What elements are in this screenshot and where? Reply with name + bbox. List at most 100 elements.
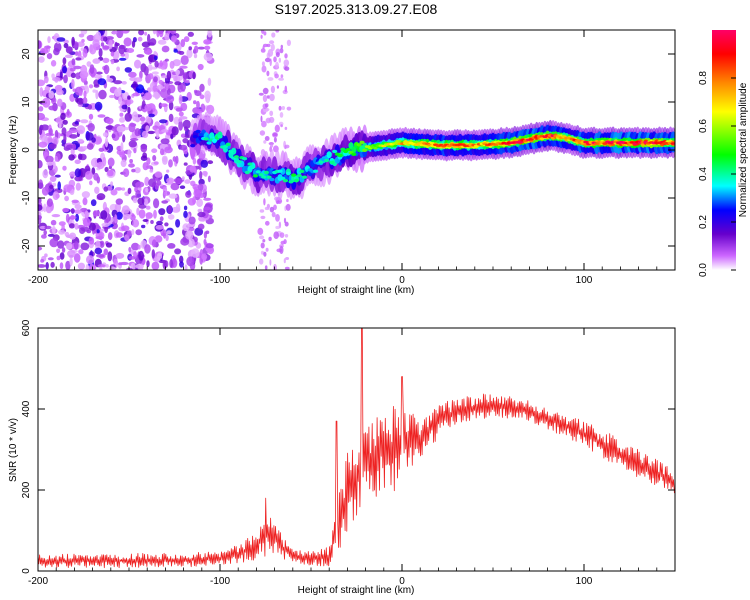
noise-blob: [185, 190, 192, 198]
noise-blob: [81, 38, 85, 43]
noise-blob: [152, 155, 157, 162]
noise-blob: [273, 56, 277, 63]
noise-blob: [62, 207, 69, 213]
noise-blob: [264, 206, 270, 211]
noise-blob: [141, 41, 151, 48]
noise-blob: [61, 127, 67, 135]
noise-blob: [123, 216, 128, 221]
noise-blob: [167, 214, 175, 220]
noise-blob: [170, 182, 180, 191]
noise-blob: [149, 66, 158, 70]
noise-blob: [119, 151, 126, 158]
noise-blob: [70, 208, 75, 213]
noise-blob: [171, 126, 179, 136]
noise-blob: [51, 73, 55, 79]
noise-blob: [150, 220, 154, 224]
noise-blob: [128, 71, 137, 78]
noise-blob: [286, 39, 291, 46]
noise-blob: [262, 239, 266, 243]
noise-blob: [91, 137, 96, 143]
noise-blob: [132, 37, 137, 43]
noise-blob: [59, 262, 64, 270]
noise-blob: [167, 87, 171, 96]
noise-blob: [194, 90, 202, 97]
noise-blob: [257, 227, 264, 235]
noise-blob: [197, 211, 206, 218]
signal-cell: [351, 152, 357, 156]
noise-blob: [170, 30, 177, 35]
noise-blob: [168, 113, 174, 123]
noise-blob: [173, 177, 182, 183]
noise-blob: [126, 48, 135, 53]
noise-blob: [273, 137, 277, 143]
noise-blob: [127, 106, 131, 114]
noise-blob: [144, 176, 150, 186]
x-tick-label: -100: [210, 275, 230, 286]
noise-blob: [89, 44, 97, 55]
spectrogram-xlabel: Height of straight line (km): [298, 285, 415, 296]
noise-blob: [173, 49, 178, 53]
noise-blob: [167, 204, 172, 214]
signal-cell: [302, 175, 308, 179]
noise-blob: [178, 120, 184, 131]
noise-blob: [266, 43, 271, 48]
noise-blob: [86, 61, 92, 67]
noise-blob: [263, 251, 267, 257]
noise-blob: [62, 66, 68, 74]
y-tick-label: 0: [21, 568, 32, 574]
noise-blob: [138, 209, 146, 219]
noise-blob: [144, 244, 151, 254]
noise-blob: [170, 133, 174, 140]
noise-blob: [102, 132, 108, 138]
noise-blob: [131, 111, 139, 122]
noise-blob: [73, 253, 81, 263]
noise-blob: [95, 236, 104, 240]
noise-blob: [86, 143, 94, 150]
noise-blob: [169, 259, 173, 268]
noise-blob: [183, 162, 188, 166]
noise-blob: [50, 261, 55, 268]
colorbar-tick-label: 0.0: [698, 263, 709, 277]
noise-blob: [115, 232, 124, 238]
noise-blob: [38, 215, 42, 220]
noise-blob: [78, 33, 85, 38]
noise-blob: [152, 30, 157, 35]
noise-blob: [88, 222, 96, 231]
noise-blob: [179, 82, 186, 92]
signal-cell: [211, 139, 218, 143]
noise-blob: [102, 45, 110, 50]
signal-cell: [258, 173, 264, 177]
noise-blob: [42, 97, 51, 108]
noise-blob: [80, 242, 90, 251]
noise-blob: [65, 260, 71, 270]
noise-blob: [74, 222, 79, 230]
noise-blob: [118, 262, 123, 266]
noise-blob: [81, 191, 90, 199]
noise-blob: [113, 80, 123, 85]
noise-blob: [77, 153, 83, 160]
noise-blob: [75, 57, 82, 61]
noise-blob: [38, 204, 43, 211]
noise-blob: [164, 146, 173, 154]
noise-blob: [260, 215, 266, 220]
noise-blob: [82, 48, 88, 58]
signal-cell: [575, 139, 581, 142]
signal-cell: [332, 149, 338, 154]
noise-blob: [119, 112, 124, 117]
noise-blob: [161, 155, 168, 163]
noise-blob: [264, 265, 268, 270]
noise-blob: [104, 218, 109, 225]
noise-blob: [102, 57, 110, 64]
noise-blob: [138, 30, 145, 36]
noise-blob: [259, 235, 265, 240]
noise-blob: [103, 248, 109, 256]
signal-cell: [280, 167, 286, 175]
noise-blob: [105, 242, 113, 248]
noise-blob: [155, 225, 164, 230]
snr-xlabel: Height of straight line (km): [298, 585, 415, 596]
noise-blob: [121, 225, 130, 232]
noise-blob: [266, 70, 270, 77]
noise-blob: [121, 81, 127, 85]
noise-blob: [275, 52, 280, 58]
noise-blob: [121, 205, 130, 214]
